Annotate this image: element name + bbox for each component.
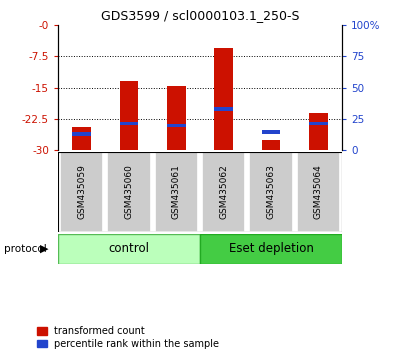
Text: Eset depletion: Eset depletion [228, 242, 314, 255]
Text: ▶: ▶ [40, 244, 48, 254]
Text: GSM435061: GSM435061 [172, 165, 181, 219]
Text: GSM435064: GSM435064 [314, 165, 323, 219]
Bar [309, 122, 328, 125]
Text: GSM435063: GSM435063 [266, 165, 276, 219]
Bar [309, 113, 328, 150]
Bar [167, 124, 186, 127]
Bar [60, 152, 104, 232]
Bar [58, 234, 200, 264]
Bar [200, 234, 342, 264]
Bar [262, 130, 280, 134]
Text: GDS3599 / scl0000103.1_250-S: GDS3599 / scl0000103.1_250-S [101, 9, 299, 22]
Bar [167, 86, 186, 150]
Bar [120, 81, 138, 150]
Bar [72, 132, 91, 136]
Text: GSM435062: GSM435062 [219, 165, 228, 219]
Text: GSM435060: GSM435060 [124, 165, 134, 219]
Bar [154, 152, 198, 232]
Bar [120, 122, 138, 125]
Text: GSM435059: GSM435059 [77, 165, 86, 219]
Bar [262, 140, 280, 150]
Text: control: control [108, 242, 150, 255]
Bar [214, 107, 233, 111]
Bar [72, 127, 91, 150]
Bar [214, 48, 233, 150]
Bar [296, 152, 340, 232]
Text: protocol: protocol [4, 244, 47, 254]
Bar [249, 152, 293, 232]
Bar [202, 152, 246, 232]
Bar [107, 152, 151, 232]
Legend: transformed count, percentile rank within the sample: transformed count, percentile rank withi… [37, 326, 219, 349]
